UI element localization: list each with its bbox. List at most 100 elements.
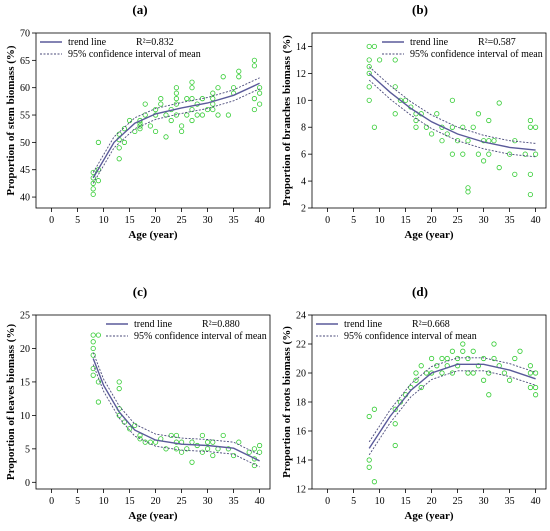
- data-point: [90, 332, 96, 338]
- trend-line: [92, 82, 260, 179]
- y-tick-label: 12: [296, 485, 306, 496]
- data-point: [491, 138, 497, 144]
- x-tick-label: 20: [427, 215, 437, 226]
- data-point: [90, 175, 96, 181]
- data-point: [153, 128, 159, 135]
- data-point: [470, 348, 476, 354]
- data-point: [527, 191, 534, 198]
- data-point: [173, 85, 179, 91]
- data-point: [95, 139, 102, 145]
- data-point: [251, 106, 257, 113]
- y-tick-label: 25: [20, 311, 30, 322]
- data-point: [532, 151, 539, 157]
- data-point: [449, 151, 455, 157]
- x-tick-label: 0: [325, 215, 330, 226]
- data-point: [486, 392, 492, 398]
- y-tick-label: 24: [296, 311, 306, 322]
- data-point: [210, 439, 216, 445]
- y-tick-label: 14: [296, 456, 306, 467]
- x-tick-label: 40: [531, 215, 541, 226]
- data-point: [90, 186, 96, 192]
- data-point: [392, 84, 398, 90]
- data-point: [90, 339, 96, 345]
- legend-trend-label: trend line: [410, 37, 449, 48]
- data-point: [205, 446, 211, 452]
- data-point: [366, 64, 372, 70]
- data-point: [475, 151, 481, 157]
- x-axis-label: Age (year): [128, 510, 178, 522]
- data-point: [90, 180, 96, 186]
- y-tick-label: 18: [296, 398, 306, 409]
- data-point: [418, 363, 424, 369]
- data-point: [460, 348, 466, 354]
- x-axis-label: Age (year): [128, 229, 178, 241]
- data-point: [220, 432, 226, 439]
- data-point: [95, 332, 102, 338]
- data-point: [173, 90, 179, 96]
- y-axis-label: Proportion of leaves biomass (%): [5, 324, 17, 481]
- ci-upper-line: [92, 352, 260, 456]
- y-tick-label: 65: [20, 56, 30, 67]
- data-point: [173, 101, 179, 107]
- y-tick-label: 8: [301, 123, 306, 134]
- ci-upper-line: [92, 77, 260, 173]
- data-point: [475, 363, 481, 369]
- data-point: [413, 370, 419, 376]
- x-tick-label: 10: [375, 496, 385, 507]
- chart-panel: (c) 0 5 10 15 20 25 30 35 40 0 5 10 15 20 25 Age (year) P…: [5, 284, 271, 522]
- data-point: [527, 363, 534, 369]
- data-point: [205, 439, 211, 445]
- data-point: [90, 345, 96, 352]
- ci-lower-line: [92, 364, 260, 468]
- y-tick-label: 40: [20, 193, 30, 204]
- data-point: [465, 189, 471, 195]
- x-tick-label: 30: [203, 215, 213, 226]
- trend-line: [368, 72, 536, 151]
- legend-trend-label: trend line: [68, 37, 107, 48]
- y-tick-label: 20: [20, 344, 30, 355]
- data-point: [449, 97, 455, 103]
- data-point: [215, 112, 221, 118]
- data-point: [486, 151, 492, 157]
- data-point: [371, 406, 377, 412]
- legend-trend-label: trend line: [344, 319, 383, 330]
- data-point: [366, 43, 372, 50]
- data-point: [366, 464, 372, 470]
- x-tick-label: 15: [401, 496, 411, 507]
- data-point: [168, 117, 174, 124]
- ci-lower-line: [368, 79, 536, 158]
- x-tick-label: 0: [49, 496, 54, 507]
- panel-label: (b): [412, 2, 428, 17]
- data-point: [392, 111, 398, 117]
- data-point: [512, 355, 518, 362]
- data-point: [95, 178, 102, 184]
- data-point: [371, 124, 377, 130]
- data-point: [137, 123, 143, 129]
- data-point: [376, 57, 383, 63]
- data-point: [127, 426, 133, 432]
- data-point: [236, 68, 242, 74]
- data-point: [434, 111, 440, 117]
- data-point: [527, 117, 534, 124]
- x-tick-label: 30: [203, 496, 213, 507]
- y-tick-label: 14: [296, 42, 306, 53]
- data-point: [454, 138, 461, 144]
- data-point: [189, 459, 195, 465]
- ci-upper-line: [368, 357, 536, 443]
- data-point: [522, 151, 528, 157]
- data-point: [460, 341, 466, 347]
- data-point: [392, 442, 398, 449]
- y-tick-label: 15: [20, 377, 30, 388]
- data-point: [158, 101, 164, 107]
- data-point: [116, 379, 122, 385]
- legend-r2-label: R²=0.668: [412, 319, 450, 330]
- data-point: [512, 171, 518, 177]
- data-point: [199, 112, 205, 118]
- data-point: [220, 74, 226, 80]
- data-point: [371, 479, 377, 485]
- chart-panel: (a) 0 5 10 15 20 25 30 35 40 40 45 50 55 60 65 70 Age (ye…: [5, 2, 271, 241]
- data-point: [173, 446, 179, 452]
- data-point: [199, 449, 205, 455]
- data-point: [205, 106, 211, 113]
